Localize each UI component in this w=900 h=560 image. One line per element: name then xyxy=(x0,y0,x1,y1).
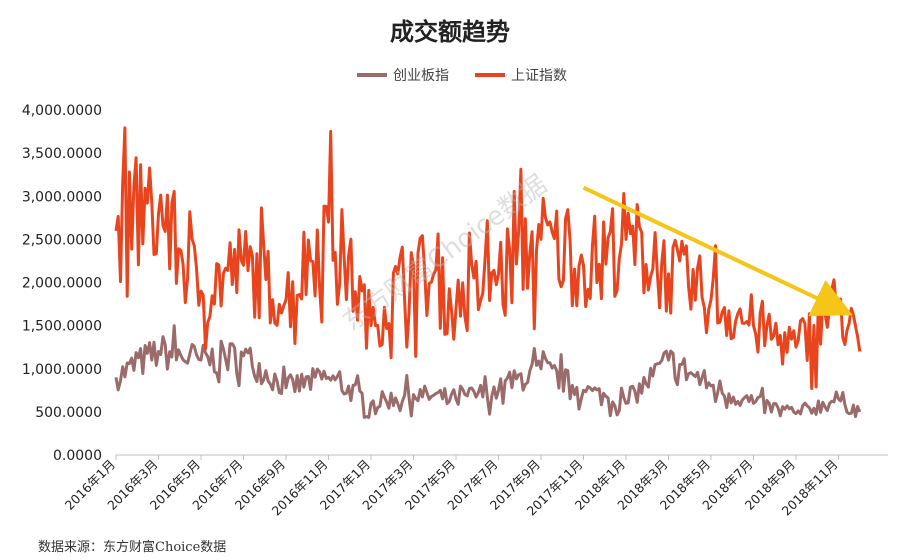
y-tick-label: 1,500.0000 xyxy=(22,319,102,335)
legend-label: 创业板指 xyxy=(393,68,449,84)
y-tick-label: 2,000.0000 xyxy=(22,276,102,292)
chart-title: 成交额趋势 xyxy=(390,18,510,46)
x-axis: 2016年1月2016年3月2016年5月2016年7月2016年9月2016年… xyxy=(62,455,841,519)
legend-label: 上证指数 xyxy=(511,68,567,84)
legend: 创业板指 上证指数 xyxy=(357,68,567,84)
trend-arrow xyxy=(582,185,853,317)
annotation-layer xyxy=(582,185,853,317)
series-line xyxy=(114,324,862,419)
series-line xyxy=(114,126,862,390)
series-layer xyxy=(114,126,862,419)
data-source-note: 数据来源：东方财富Choice数据 xyxy=(38,540,227,555)
y-tick-label: 3,500.0000 xyxy=(22,146,102,162)
y-tick-label: 3,000.0000 xyxy=(22,189,102,205)
y-tick-label: 2,500.0000 xyxy=(22,232,102,248)
y-tick-label: 0.0000 xyxy=(53,448,102,464)
y-tick-label: 500.0000 xyxy=(35,405,102,421)
y-tick-label: 1,000.0000 xyxy=(22,362,102,378)
y-tick-label: 4,000.0000 xyxy=(22,103,102,119)
y-axis: 0.0000 500.0000 1,000.0000 1,500.0000 2,000.… xyxy=(22,103,888,464)
